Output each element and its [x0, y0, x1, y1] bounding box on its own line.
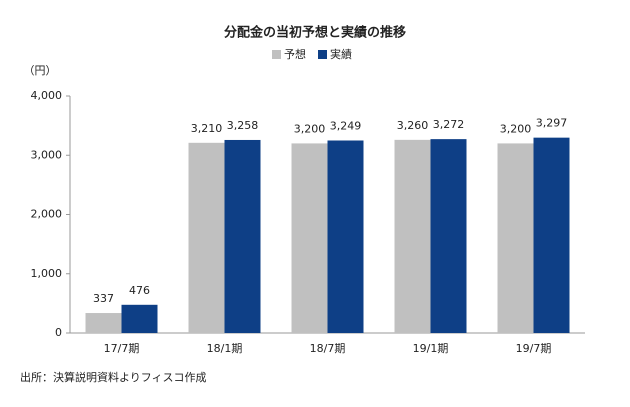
value-label: 337 — [93, 292, 114, 305]
y-tick-label: 3,000 — [31, 148, 63, 161]
bar — [394, 139, 431, 333]
y-tick-label: 0 — [55, 326, 62, 339]
bar — [291, 143, 328, 333]
bar — [497, 143, 534, 333]
bar — [224, 139, 261, 333]
value-label: 3,210 — [191, 122, 223, 135]
bar — [430, 139, 467, 333]
legend-label: 実績 — [330, 47, 352, 61]
source-note: 出所：決算説明資料よりフィスコ作成 — [20, 370, 207, 384]
value-label: 3,249 — [330, 119, 362, 132]
bar — [533, 137, 570, 333]
value-label: 3,200 — [294, 122, 326, 135]
y-tick-label: 2,000 — [31, 208, 63, 221]
bar — [121, 304, 158, 333]
bar — [327, 140, 364, 333]
bar — [85, 313, 122, 333]
x-tick-label: 18/7期 — [310, 342, 346, 355]
x-tick-label: 18/1期 — [207, 342, 243, 355]
value-label: 3,272 — [433, 118, 465, 131]
x-tick-label: 19/1期 — [413, 342, 449, 355]
x-tick-label: 17/7期 — [104, 342, 140, 355]
legend-swatch — [318, 50, 327, 59]
value-label: 3,258 — [227, 119, 259, 132]
y-tick-label: 4,000 — [31, 89, 63, 102]
value-label: 3,297 — [536, 117, 568, 130]
bar — [188, 142, 225, 333]
value-label: 476 — [129, 284, 150, 297]
value-label: 3,260 — [397, 119, 429, 132]
y-unit: （円） — [24, 64, 57, 77]
x-tick-label: 19/7期 — [516, 342, 552, 355]
legend-label: 予想 — [284, 47, 306, 61]
y-tick-label: 1,000 — [31, 267, 63, 280]
chart-title: 分配金の当初予想と実績の推移 — [224, 25, 406, 41]
legend-swatch — [272, 50, 281, 59]
value-label: 3,200 — [500, 122, 532, 135]
